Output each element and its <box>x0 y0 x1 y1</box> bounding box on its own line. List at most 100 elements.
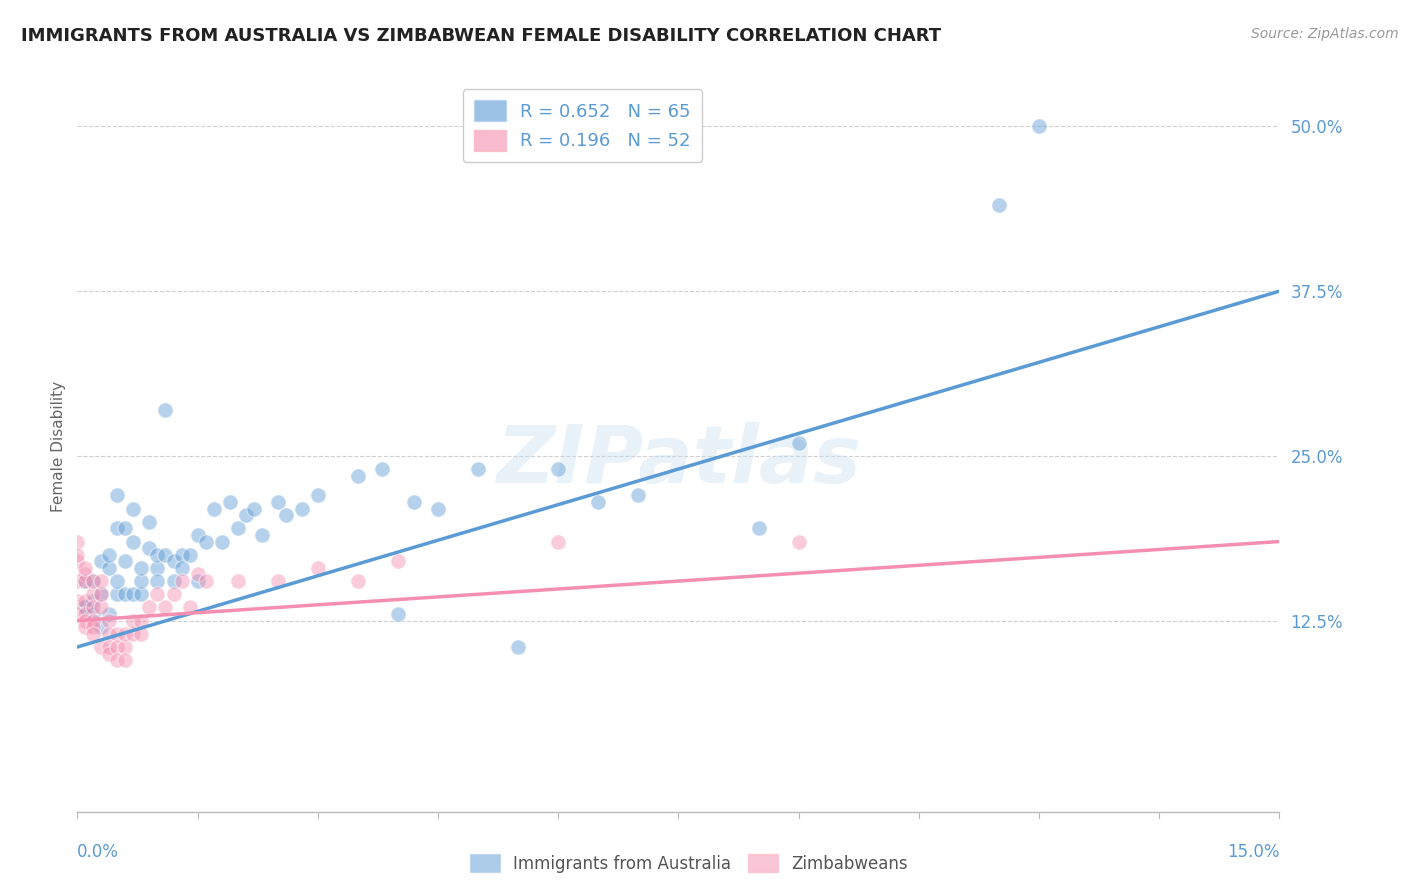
Point <box>146 574 169 588</box>
Point <box>107 587 129 601</box>
Point <box>122 627 145 641</box>
Point <box>122 534 145 549</box>
Point <box>1028 120 1050 134</box>
Point <box>274 508 297 523</box>
Point <box>226 574 249 588</box>
Point <box>90 574 112 588</box>
Point <box>202 501 225 516</box>
Point <box>82 614 104 628</box>
Point <box>75 561 97 575</box>
Point <box>82 627 104 641</box>
Legend: Immigrants from Australia, Zimbabweans: Immigrants from Australia, Zimbabweans <box>464 847 914 880</box>
Point <box>787 435 810 450</box>
Point <box>82 600 104 615</box>
Point <box>402 495 425 509</box>
Point <box>146 548 169 562</box>
Point <box>122 501 145 516</box>
Point <box>66 574 89 588</box>
Point <box>82 594 104 608</box>
Point <box>82 620 104 634</box>
Point <box>427 501 450 516</box>
Point <box>98 548 121 562</box>
Point <box>98 614 121 628</box>
Point <box>98 647 121 661</box>
Point <box>107 640 129 654</box>
Point <box>75 620 97 634</box>
Point <box>75 600 97 615</box>
Point <box>988 198 1011 212</box>
Point <box>90 600 112 615</box>
Point <box>107 627 129 641</box>
Point <box>107 653 129 667</box>
Point <box>90 554 112 568</box>
Point <box>242 501 264 516</box>
Point <box>291 501 314 516</box>
Point <box>387 607 409 621</box>
Point <box>114 587 136 601</box>
Point <box>194 534 217 549</box>
Point <box>218 495 240 509</box>
Point <box>138 600 160 615</box>
Point <box>122 614 145 628</box>
Point <box>138 515 160 529</box>
Point <box>307 561 329 575</box>
Legend: R = 0.652   N = 65, R = 0.196   N = 52: R = 0.652 N = 65, R = 0.196 N = 52 <box>463 89 702 161</box>
Point <box>508 640 530 654</box>
Point <box>371 462 394 476</box>
Point <box>155 600 177 615</box>
Point <box>90 620 112 634</box>
Point <box>82 574 104 588</box>
Point <box>138 541 160 556</box>
Point <box>75 600 97 615</box>
Point <box>155 402 177 417</box>
Point <box>250 528 273 542</box>
Point <box>162 587 184 601</box>
Point <box>122 587 145 601</box>
Point <box>146 561 169 575</box>
Point <box>75 614 97 628</box>
Point <box>146 587 169 601</box>
Point <box>387 554 409 568</box>
Point <box>98 607 121 621</box>
Point <box>467 462 489 476</box>
Point <box>66 594 89 608</box>
Point <box>226 521 249 535</box>
Point <box>194 574 217 588</box>
Point <box>588 495 610 509</box>
Y-axis label: Female Disability: Female Disability <box>51 380 66 512</box>
Point <box>107 574 129 588</box>
Point <box>90 640 112 654</box>
Point <box>267 574 290 588</box>
Point <box>98 627 121 641</box>
Point <box>162 574 184 588</box>
Point <box>186 574 209 588</box>
Point <box>347 468 370 483</box>
Point <box>186 567 209 582</box>
Point <box>114 640 136 654</box>
Point <box>547 534 569 549</box>
Text: 15.0%: 15.0% <box>1227 843 1279 861</box>
Point <box>211 534 233 549</box>
Text: Source: ZipAtlas.com: Source: ZipAtlas.com <box>1251 27 1399 41</box>
Point <box>82 607 104 621</box>
Point <box>66 548 89 562</box>
Point <box>131 587 153 601</box>
Point <box>107 488 129 502</box>
Point <box>90 587 112 601</box>
Point <box>131 627 153 641</box>
Point <box>107 521 129 535</box>
Point <box>75 594 97 608</box>
Point <box>186 528 209 542</box>
Point <box>162 554 184 568</box>
Point <box>75 574 97 588</box>
Point <box>170 574 193 588</box>
Point <box>347 574 370 588</box>
Point <box>179 600 201 615</box>
Point <box>787 534 810 549</box>
Point <box>627 488 650 502</box>
Point <box>66 607 89 621</box>
Point <box>66 554 89 568</box>
Point <box>114 627 136 641</box>
Point <box>748 521 770 535</box>
Point <box>98 561 121 575</box>
